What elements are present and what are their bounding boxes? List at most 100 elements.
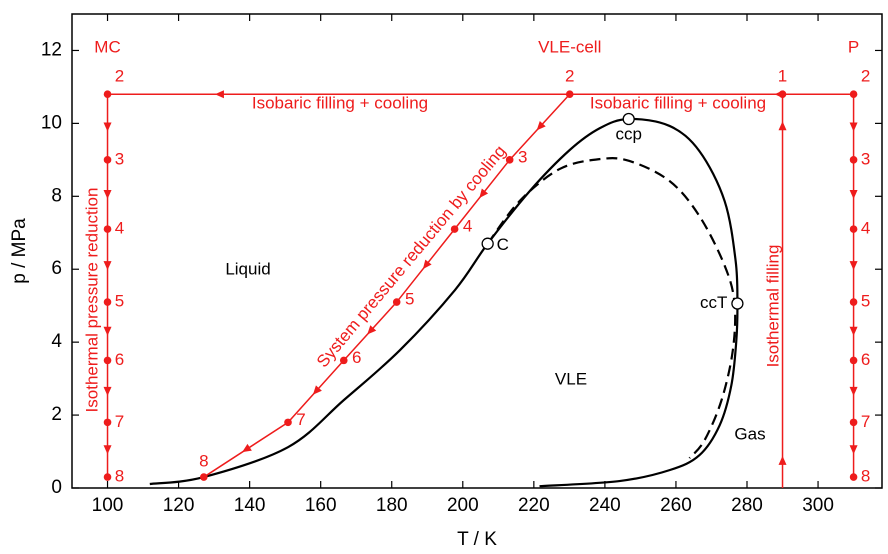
annotation: System pressure reduction by cooling — [313, 142, 510, 371]
y-tick-label: 2 — [51, 404, 62, 425]
annotation: VLE — [555, 369, 587, 388]
x-tick-label: 280 — [731, 495, 763, 516]
arrowhead — [849, 386, 858, 396]
point-label: 4 — [861, 219, 870, 238]
arrowhead — [849, 445, 858, 455]
y-tick-label: 12 — [41, 39, 62, 60]
arrowhead — [103, 261, 112, 271]
point-label: 4 — [115, 219, 124, 238]
y-tick-label: 0 — [51, 477, 62, 498]
point-label: 6 — [115, 350, 124, 369]
arrowhead — [422, 259, 432, 270]
route-point — [565, 90, 574, 99]
critical-point — [481, 237, 494, 250]
point-label: 8 — [199, 452, 208, 471]
point-label: 5 — [405, 290, 414, 309]
point-label: 6 — [861, 350, 870, 369]
arrowhead — [778, 455, 787, 465]
route-point — [849, 473, 858, 481]
y-tick-label: 4 — [51, 331, 62, 352]
arrowhead — [778, 121, 787, 131]
critical-point-label: C — [497, 235, 509, 254]
route-point — [849, 225, 858, 233]
x-tick-label: 140 — [234, 495, 266, 516]
route-point — [505, 156, 514, 164]
annotation: Gas — [734, 424, 765, 443]
point-label: 3 — [115, 149, 124, 168]
x-tick-label: 100 — [92, 495, 124, 516]
x-tick-label: 180 — [376, 495, 408, 516]
point-label: 2 — [861, 67, 870, 86]
arrowhead — [849, 326, 858, 336]
annotation: Liquid — [225, 259, 270, 278]
plot-frame — [71, 13, 883, 489]
arrowhead — [312, 385, 322, 395]
point-label: 8 — [861, 467, 870, 486]
arrowhead — [479, 188, 489, 199]
route-point — [339, 356, 348, 365]
phase-curve — [486, 157, 737, 459]
arrowhead — [849, 122, 858, 132]
arrowhead — [103, 122, 112, 132]
point-label: 5 — [861, 292, 870, 311]
route-point — [103, 90, 112, 99]
critical-point-label: ccT — [700, 293, 727, 312]
y-tick-label: 8 — [51, 185, 62, 206]
point-label: 2 — [565, 67, 574, 86]
point-label: 6 — [352, 348, 361, 367]
route-name: VLE-cell — [538, 37, 601, 56]
arrowhead — [849, 261, 858, 271]
annotation: Isobaric filling + cooling — [590, 93, 766, 112]
point-label: 1 — [778, 67, 787, 86]
phase-curve — [149, 117, 739, 488]
point-label: 2 — [115, 67, 124, 86]
x-tick-label: 240 — [589, 495, 621, 516]
arrowhead — [367, 325, 377, 335]
point-label: 3 — [861, 149, 870, 168]
arrowhead — [103, 445, 112, 455]
point-label: 7 — [115, 412, 124, 431]
route-point — [200, 473, 208, 481]
arrowhead — [214, 90, 224, 99]
y-tick-label: 10 — [41, 112, 62, 133]
route-point — [849, 90, 858, 99]
point-label: 7 — [861, 412, 870, 431]
x-tick-label: 120 — [163, 495, 195, 516]
critical-point — [622, 112, 635, 126]
route-point — [103, 156, 112, 164]
route-point — [849, 298, 858, 306]
route-point — [778, 90, 787, 99]
point-label: 8 — [115, 467, 124, 486]
critical-point — [731, 297, 744, 310]
arrowhead — [242, 443, 252, 453]
route-point — [849, 156, 858, 164]
route-point — [103, 298, 112, 306]
route-point — [849, 356, 858, 365]
route-point — [103, 473, 112, 481]
y-tick-label: 6 — [51, 258, 62, 279]
x-tick-label: 220 — [518, 495, 550, 516]
annotation: Isothermal pressure reduction — [82, 188, 101, 413]
arrowhead — [103, 189, 112, 199]
x-tick-label: 200 — [447, 495, 479, 516]
x-tick-label: 160 — [305, 495, 337, 516]
route-point — [392, 298, 401, 306]
point-label: 4 — [463, 217, 472, 236]
point-label: 7 — [296, 410, 305, 429]
x-axis-label: T / K — [457, 529, 497, 550]
point-label: 3 — [518, 147, 527, 166]
route-point — [103, 225, 112, 233]
route-point — [849, 418, 858, 427]
critical-point-label: ccp — [615, 124, 641, 143]
y-axis-label: p / MPa — [9, 218, 30, 284]
annotation: Isobaric filling + cooling — [252, 93, 428, 112]
route-point — [284, 418, 292, 427]
annotation: Isothermal filling — [763, 245, 782, 368]
arrowhead — [103, 386, 112, 396]
route-name: P — [848, 37, 859, 56]
route-point — [103, 356, 112, 365]
x-tick-label: 300 — [802, 495, 834, 516]
point-label: 5 — [115, 292, 124, 311]
arrowhead — [849, 189, 858, 199]
